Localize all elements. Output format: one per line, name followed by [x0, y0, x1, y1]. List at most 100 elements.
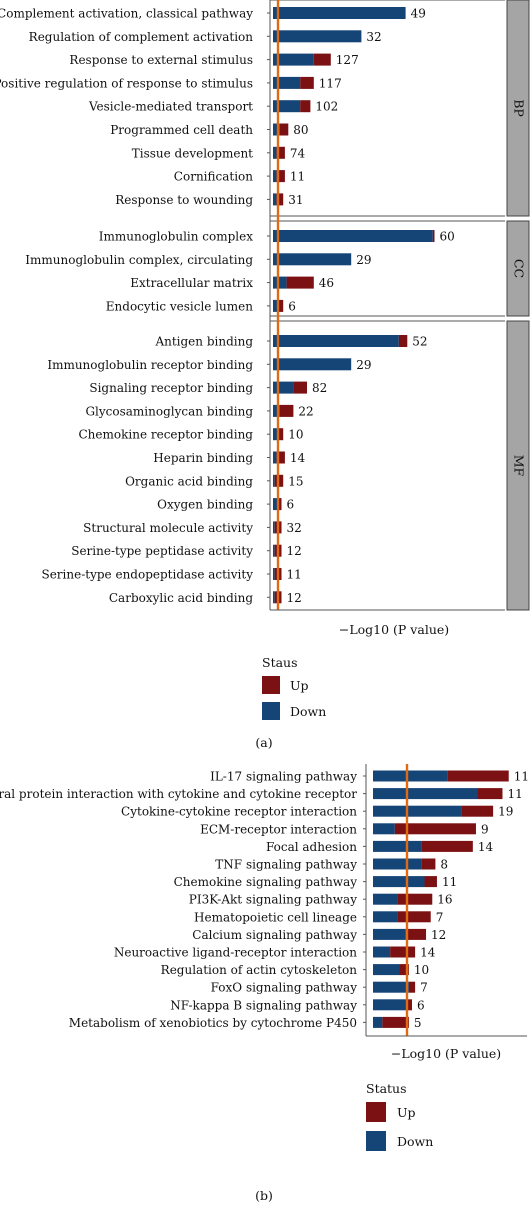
- b-metabolism-of-xenobiotics-by-cytochrome-p450-down-bar: [373, 1016, 383, 1028]
- panel-a-label: (a): [255, 735, 272, 750]
- b-focal-adhesion-down-bar: [373, 840, 422, 852]
- a-programmed-cell-death-label: Programmed cell death: [110, 123, 253, 137]
- a-carboxylic-acid-binding-down-bar: [273, 591, 275, 604]
- a-cornification-label: Cornification: [174, 170, 253, 184]
- facet-bp-strip-label: BP: [512, 99, 527, 117]
- b-neuroactive-ligand-receptor-interaction-count-label: 14: [420, 946, 436, 960]
- a-glycosaminoglycan-binding-count-label: 22: [298, 404, 313, 418]
- a-immunoglobulin-receptor-binding-label: Immunoglobulin receptor binding: [47, 358, 253, 372]
- a-signaling-receptor-binding-down-bar: [273, 381, 294, 394]
- a-serine-type-peptidase-activity-down-bar: [273, 544, 275, 557]
- b-hematopoietic-cell-lineage-count-label: 7: [436, 910, 444, 924]
- facet-bp: Complement activation, classical pathway…: [0, 0, 530, 217]
- b-ecm-receptor-interaction-up-bar: [394, 823, 476, 835]
- b-chemokine-signaling-pathway-up-bar: [424, 876, 437, 888]
- b-viral-protein-interaction-with-cytokine-and-cytokine-receptor-label: Viral protein interaction with cytokine …: [0, 787, 357, 801]
- facet-mf-strip: [506, 320, 530, 611]
- b-viral-protein-interaction-with-cytokine-and-cytokine-receptor-count-label: 11: [507, 787, 522, 801]
- b-ecm-receptor-interaction-down-bar: [373, 823, 395, 835]
- panel-a: Complement activation, classical pathway…: [0, 0, 530, 750]
- b-pi3k-akt-signaling-pathway-up-bar: [397, 893, 433, 905]
- a-oxygen-binding-label: Oxygen binding: [157, 498, 253, 512]
- b-hematopoietic-cell-lineage-down-bar: [373, 911, 398, 923]
- b-viral-protein-interaction-with-cytokine-and-cytokine-receptor-up-bar: [477, 788, 503, 800]
- a-regulation-of-complement-activation-down-bar: [273, 30, 362, 43]
- panel-b: IL-17 signaling pathway 11 Viral protein i…: [0, 764, 529, 1203]
- a-oxygen-binding-count-label: 6: [287, 498, 295, 512]
- panel-a-legend-up-label: Up: [290, 678, 309, 693]
- b-foxo-signaling-pathway-up-bar: [408, 981, 416, 993]
- a-immunoglobulin-complex-circulating-label: Immunoglobulin complex, circulating: [25, 253, 253, 267]
- facet-cc-strip-label: CC: [512, 259, 527, 278]
- b-nf-kappa-b-signaling-pathway-label: NF-kappa B signaling pathway: [170, 998, 357, 1012]
- a-complement-activation-classical-pathway-label: Complement activation, classical pathway: [0, 7, 253, 21]
- b-metabolism-of-xenobiotics-by-cytochrome-p450-up-bar: [382, 1016, 409, 1028]
- a-vesicle-mediated-transport-down-bar: [273, 100, 301, 113]
- a-signaling-receptor-binding-count-label: 82: [312, 381, 327, 395]
- b-viral-protein-interaction-with-cytokine-and-cytokine-receptor-down-bar: [373, 788, 478, 800]
- b-tnf-signaling-pathway-count-label: 8: [440, 858, 448, 872]
- a-vesicle-mediated-transport-count-label: 102: [315, 100, 338, 114]
- panel-a-legend-down-label: Down: [290, 704, 326, 719]
- a-serine-type-peptidase-activity-label: Serine-type peptidase activity: [71, 544, 253, 558]
- b-regulation-of-actin-cytoskeleton-label: Regulation of actin cytoskeleton: [161, 963, 358, 977]
- b-cytokine-cytokine-receptor-interaction-down-bar: [373, 805, 462, 817]
- facet-cc-strip: [506, 220, 530, 317]
- panel-b-label: (b): [255, 1188, 273, 1203]
- a-tissue-development-count-label: 74: [290, 146, 306, 160]
- a-endocytic-vesicle-lumen-down-bar: [273, 299, 279, 312]
- a-programmed-cell-death-up-bar: [279, 123, 289, 136]
- a-vesicle-mediated-transport-label: Vesicle-mediated transport: [88, 100, 253, 114]
- b-il-17-signaling-pathway-label: IL-17 signaling pathway: [210, 770, 357, 784]
- a-endocytic-vesicle-lumen-up-bar: [278, 299, 284, 312]
- b-pi3k-akt-signaling-pathway-label: PI3K-Akt signaling pathway: [189, 893, 357, 907]
- a-structural-molecule-activity-count-label: 32: [287, 521, 302, 535]
- b-pi3k-akt-signaling-pathway-down-bar: [373, 893, 398, 905]
- a-antigen-binding-label: Antigen binding: [154, 335, 253, 349]
- a-immunoglobulin-complex-count-label: 60: [440, 230, 455, 244]
- a-regulation-of-complement-activation-label: Regulation of complement activation: [29, 30, 254, 44]
- a-cornification-count-label: 11: [290, 170, 305, 184]
- a-positive-regulation-of-response-to-stimulus-count-label: 117: [319, 76, 342, 90]
- panel-b-legend-up-label: Up: [397, 1105, 416, 1120]
- b-tnf-signaling-pathway-down-bar: [373, 858, 422, 870]
- b-cytokine-cytokine-receptor-interaction-up-bar: [461, 805, 494, 817]
- b-calcium-signaling-pathway-down-bar: [373, 928, 406, 940]
- a-response-to-wounding-down-bar: [273, 193, 277, 206]
- a-structural-molecule-activity-down-bar: [273, 521, 275, 534]
- b-metabolism-of-xenobiotics-by-cytochrome-p450-count-label: 5: [414, 1016, 422, 1030]
- a-antigen-binding-up-bar: [398, 335, 408, 347]
- b-focal-adhesion-up-bar: [421, 840, 473, 852]
- b-hematopoietic-cell-lineage-label: Hematopoietic cell lineage: [194, 910, 357, 924]
- a-carboxylic-acid-binding-label: Carboxylic acid binding: [109, 591, 253, 605]
- b-il-17-signaling-pathway-count-label: 11: [514, 770, 529, 784]
- a-oxygen-binding-up-bar: [278, 498, 282, 511]
- a-regulation-of-complement-activation-count-label: 32: [366, 30, 381, 44]
- panel-a-bars: Complement activation, classical pathway…: [0, 0, 530, 611]
- b-regulation-of-actin-cytoskeleton-down-bar: [373, 964, 400, 976]
- panel-b-legend: Status Up Down: [366, 1081, 433, 1151]
- a-immunoglobulin-complex-down-bar: [273, 230, 433, 242]
- a-endocytic-vesicle-lumen-label: Endocytic vesicle lumen: [106, 299, 253, 313]
- b-foxo-signaling-pathway-label: FoxO signaling pathway: [211, 981, 358, 995]
- a-oxygen-binding-down-bar: [273, 498, 279, 511]
- a-signaling-receptor-binding-up-bar: [293, 381, 307, 394]
- facet-mf: Antigen binding 52 Immunoglobulin receptor…: [41, 320, 530, 611]
- a-serine-type-endopeptidase-activity-count-label: 11: [287, 568, 302, 582]
- a-extracellular-matrix-count-label: 46: [319, 276, 334, 290]
- a-heparin-binding-down-bar: [273, 451, 277, 464]
- b-chemokine-signaling-pathway-count-label: 11: [442, 875, 457, 889]
- b-focal-adhesion-count-label: 14: [478, 840, 494, 854]
- b-calcium-signaling-pathway-count-label: 12: [431, 928, 446, 942]
- panel-a-legend: Staus Up Down: [262, 655, 326, 720]
- a-antigen-binding-down-bar: [273, 335, 399, 347]
- a-tissue-development-down-bar: [273, 146, 277, 159]
- a-programmed-cell-death-count-label: 80: [293, 123, 308, 137]
- a-immunoglobulin-complex-up-bar: [432, 230, 435, 242]
- b-il-17-signaling-pathway-down-bar: [373, 770, 448, 782]
- a-response-to-external-stimulus-up-bar: [313, 53, 331, 66]
- panel-a-legend-title: Staus: [262, 655, 298, 670]
- b-neuroactive-ligand-receptor-interaction-label: Neuroactive ligand-receptor interaction: [114, 946, 357, 960]
- a-vesicle-mediated-transport-up-bar: [300, 100, 311, 113]
- a-positive-regulation-of-response-to-stimulus-up-bar: [300, 76, 314, 89]
